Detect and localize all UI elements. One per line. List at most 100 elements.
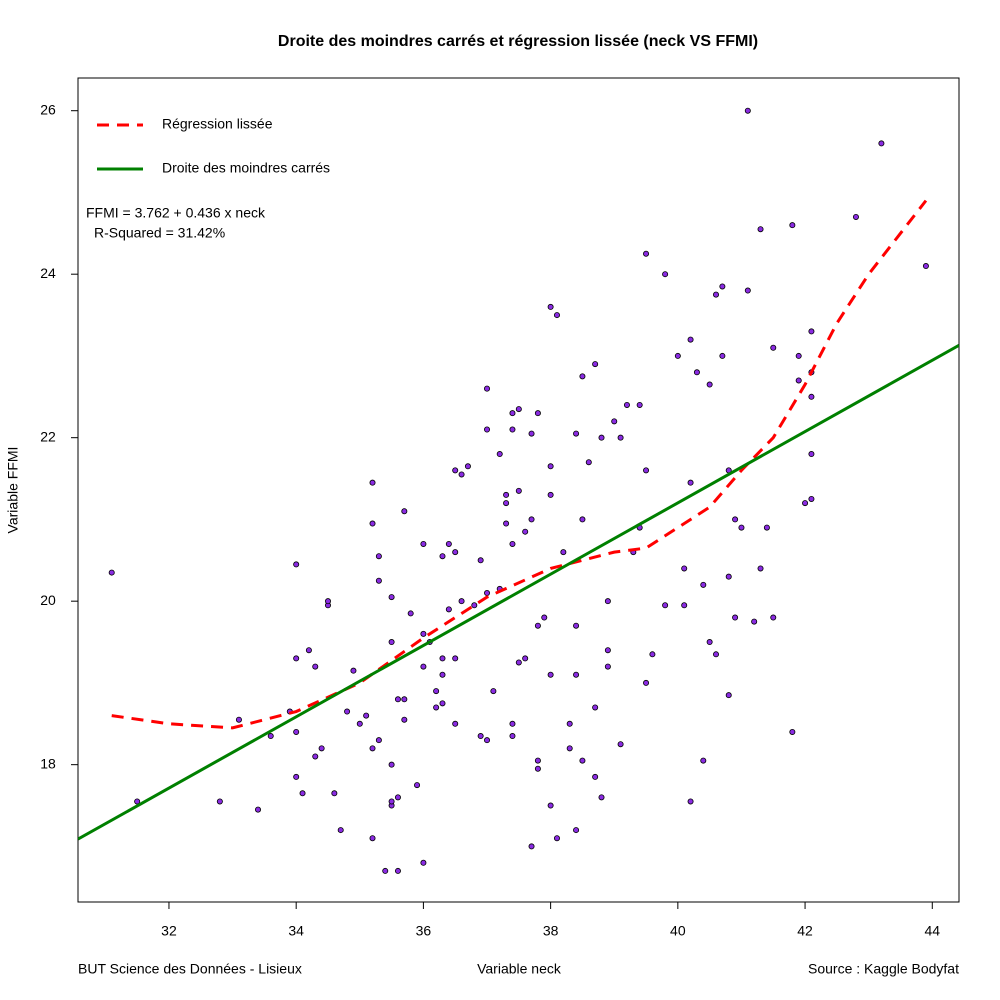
data-point (471, 602, 478, 609)
data-point (305, 647, 312, 654)
data-point (560, 549, 567, 556)
data-point (623, 401, 630, 408)
data-point (738, 524, 745, 531)
data-point (477, 557, 484, 564)
data-point (534, 410, 541, 417)
data-point (484, 737, 491, 744)
data-point (528, 516, 535, 523)
data-point (312, 753, 319, 760)
data-point (503, 500, 510, 507)
data-point (509, 720, 516, 727)
data-point (420, 663, 427, 670)
data-point (687, 479, 694, 486)
data-point (484, 385, 491, 392)
data-point (344, 708, 351, 715)
data-point (216, 798, 223, 805)
x-tick-label: 40 (670, 923, 686, 939)
data-point (852, 213, 859, 220)
data-point (573, 671, 580, 678)
data-point (509, 540, 516, 547)
data-point (369, 745, 376, 752)
data-point (388, 594, 395, 601)
data-point (394, 794, 401, 801)
data-point (547, 802, 554, 809)
data-point (611, 418, 618, 425)
data-point (509, 410, 516, 417)
data-point (808, 328, 815, 335)
data-point (293, 561, 300, 568)
data-point (477, 733, 484, 740)
data-point (757, 226, 764, 233)
data-point (719, 352, 726, 359)
data-point (643, 679, 650, 686)
data-point (687, 798, 694, 805)
data-point (299, 790, 306, 797)
data-point (235, 716, 242, 723)
data-point (356, 720, 363, 727)
data-point (547, 671, 554, 678)
footer-left: BUT Science des Données - Lisieux (78, 961, 302, 977)
data-point (414, 782, 421, 789)
data-point (706, 639, 713, 646)
data-point (503, 491, 510, 498)
data-point (433, 688, 440, 695)
data-point (744, 107, 751, 114)
data-point (598, 794, 605, 801)
data-point (484, 426, 491, 433)
data-point (331, 790, 338, 797)
data-point (763, 524, 770, 531)
data-point (401, 508, 408, 515)
data-point (604, 647, 611, 654)
data-point (573, 430, 580, 437)
data-point (592, 704, 599, 711)
data-point (420, 630, 427, 637)
data-point (484, 590, 491, 597)
data-point (452, 549, 459, 556)
data-point (439, 553, 446, 560)
data-point (808, 495, 815, 502)
data-point (700, 757, 707, 764)
data-point (375, 577, 382, 584)
legend-label: Régression lissée (162, 116, 273, 132)
data-point (693, 369, 700, 376)
data-point (318, 745, 325, 752)
data-point (573, 827, 580, 834)
data-point (534, 757, 541, 764)
y-tick-label: 18 (40, 755, 56, 771)
data-point (706, 381, 713, 388)
data-point (700, 581, 707, 588)
data-point (566, 745, 573, 752)
data-point (452, 720, 459, 727)
data-point (337, 827, 344, 834)
data-point (439, 655, 446, 662)
data-point (350, 667, 357, 674)
data-point (388, 639, 395, 646)
data-point (808, 451, 815, 458)
data-point (579, 373, 586, 380)
data-point (795, 377, 802, 384)
data-point (433, 704, 440, 711)
data-point (522, 528, 529, 535)
data-point (553, 835, 560, 842)
data-point (401, 716, 408, 723)
data-point (490, 688, 497, 695)
data-point (401, 696, 408, 703)
data-point (255, 806, 262, 813)
plot-frame (77, 77, 960, 903)
data-point (534, 622, 541, 629)
data-point (458, 471, 465, 478)
data-point (293, 655, 300, 662)
data-point (713, 651, 720, 658)
data-point (808, 393, 815, 400)
data-point (134, 798, 141, 805)
data-point (649, 651, 656, 658)
data-point (452, 467, 459, 474)
data-point (293, 773, 300, 780)
line-series (78, 344, 959, 841)
data-point (509, 733, 516, 740)
footer-right: Source : Kaggle Bodyfat (808, 961, 959, 977)
data-point (369, 835, 376, 842)
data-point (687, 336, 694, 343)
data-point (566, 720, 573, 727)
data-point (375, 737, 382, 744)
